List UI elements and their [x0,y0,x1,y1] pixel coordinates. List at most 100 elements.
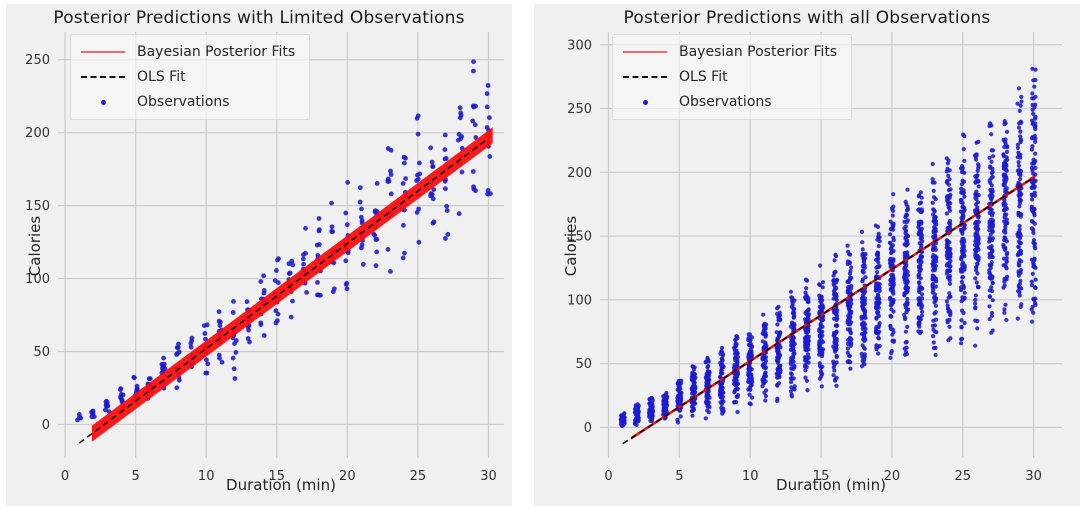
observation-dot [775,336,780,342]
observation-dot [947,317,952,322]
x-tick-label: 30 [1025,469,1042,484]
observation-dot [188,344,194,350]
observation-dot [933,303,939,308]
observation-dot [930,200,935,205]
observation-dot [1030,271,1035,276]
observation-dot [961,147,966,152]
observation-dot [990,281,995,286]
observation-dot [1018,140,1023,145]
observation-dot [400,255,406,261]
observation-dot [990,169,995,174]
y-tick-label: 250 [25,53,50,68]
observation-dot [861,360,866,365]
observation-dot [1032,193,1038,198]
observation-dot [888,355,893,360]
observation-dot [763,371,768,376]
observation-dot [944,211,949,216]
observation-dot [859,229,865,234]
observation-dot [734,394,739,399]
observation-dot [487,154,493,159]
legend-item: Bayesian Posterior Fits [81,41,295,63]
observation-dot [891,192,896,197]
observation-dot [973,305,978,310]
observation-dot [217,323,223,328]
legend-item: Bayesian Posterior Fits [623,41,837,63]
observation-dot [273,308,279,314]
observation-dot [917,267,922,272]
observation-dot [834,286,839,291]
observation-dot [290,262,296,268]
observation-dot [76,412,82,417]
observation-dot [777,374,782,379]
observation-dot [989,132,994,137]
observation-dot [443,186,448,192]
observation-dot [918,190,923,195]
observation-dot [833,323,838,328]
observation-dot [1016,263,1021,268]
observation-dot [1016,125,1022,130]
observation-dot [806,298,811,303]
observation-dot [161,355,167,361]
observation-dot [1015,142,1020,147]
observation-dot [805,343,811,348]
observation-dot [987,236,992,241]
observation-dot [920,309,925,314]
observation-dot [719,382,724,387]
y-tick-label: 200 [25,126,50,141]
legend-item: Observations [81,91,295,113]
observation-dot [775,306,780,311]
observation-dot [706,359,711,364]
observation-dot [457,105,463,111]
tick-labels: 0 5 10 15 20 25 30 0 50 100 150 200 250 [25,53,497,484]
observation-dot [905,296,910,302]
observation-dot [831,281,836,287]
observation-dot [403,176,408,182]
observation-dot [747,392,752,397]
observation-dot [948,254,953,259]
observation-dot [902,219,907,224]
observation-dot [948,311,953,316]
y-tick-label: 150 [25,199,50,214]
observation-dot [806,317,811,322]
observation-dot [1029,319,1035,324]
observation-dot [790,354,796,359]
observation-dot [706,373,712,378]
observation-dot [747,401,752,406]
observation-dot [188,341,194,346]
observation-dot [845,359,850,364]
observation-dot [976,162,981,167]
observation-dot [705,404,710,409]
observation-dot [776,350,781,355]
observation-dot [962,207,967,212]
observation-dot [762,364,767,369]
observation-dot [428,145,434,151]
observation-dot [473,135,479,140]
observation-dot [988,217,993,222]
observation-dot [988,180,993,185]
observation-dot [874,316,879,321]
observation-dot [917,288,922,293]
observation-dot [905,286,910,291]
observation-dot [974,226,979,231]
observation-dot [820,285,825,290]
observation-dot [902,242,907,247]
observation-dot [749,395,755,400]
observation-dot [818,263,823,268]
observation-dot [933,218,938,223]
observation-dot [959,337,964,342]
observation-dot [832,339,837,344]
observation-dot [820,280,826,285]
x-axis-label: Duration (min) [226,476,336,494]
observation-dot [903,252,909,257]
observation-dot [401,154,407,160]
observation-dot [1030,144,1035,149]
observation-dot [930,255,935,260]
observation-dot [948,221,953,227]
observation-dot [818,332,823,337]
observation-dot [749,380,754,385]
observation-dot [846,320,851,325]
observation-dot [675,417,680,422]
observation-dot [1033,165,1038,170]
observation-dot [1018,169,1024,174]
observation-dot [944,156,949,161]
